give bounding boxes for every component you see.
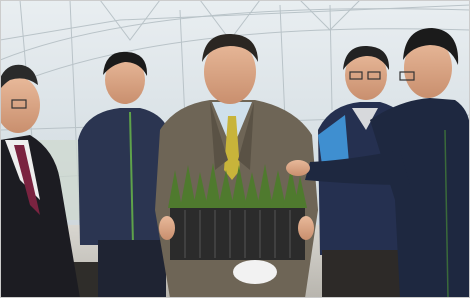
- photo: [0, 0, 470, 298]
- page: (() => { const data = JSON.parse(documen…: [0, 0, 470, 298]
